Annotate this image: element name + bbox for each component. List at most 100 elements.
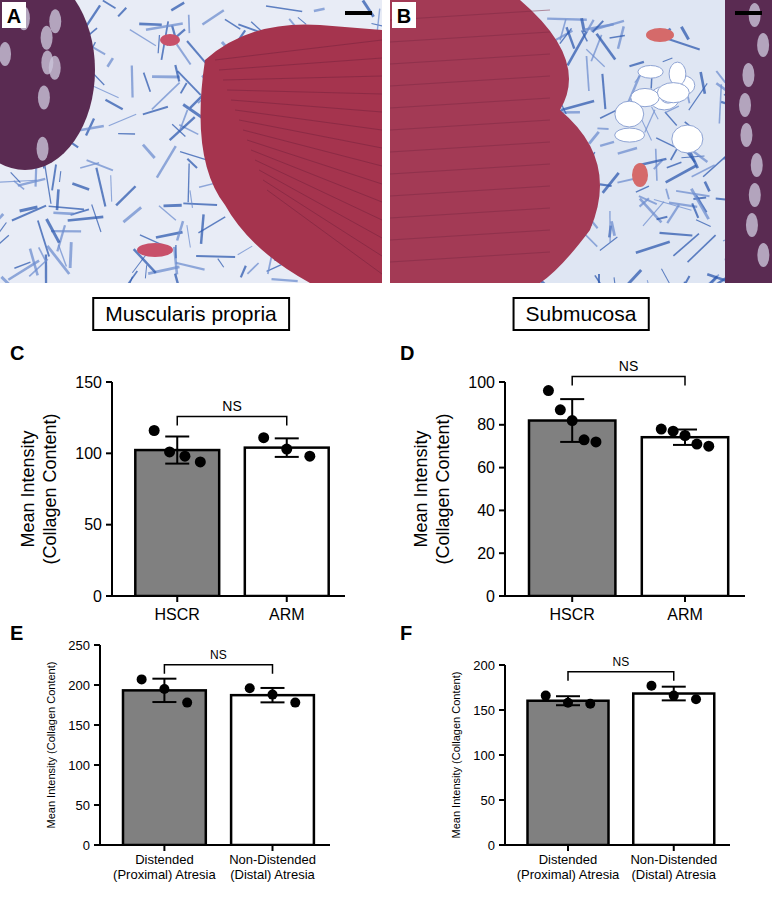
crypt — [740, 123, 752, 147]
collagen-fibre — [53, 213, 73, 214]
collagen-fibre — [131, 66, 134, 98]
muscle-striation — [231, 100, 382, 112]
y-tick — [94, 724, 100, 726]
collagen-fibre — [70, 242, 71, 268]
y-tick-label: 150 — [473, 703, 495, 718]
data-point — [669, 691, 679, 701]
y-axis — [99, 645, 101, 845]
error-cap — [152, 678, 176, 680]
collagen-fibre — [130, 30, 156, 46]
error-bar — [261, 688, 285, 702]
collagen-fibre — [666, 189, 669, 199]
y-tick — [499, 844, 505, 846]
collagen-fibre — [657, 217, 668, 220]
collagen-fibre — [188, 164, 190, 203]
data-point — [281, 444, 292, 455]
panel-letter: E — [10, 622, 23, 644]
collagen-fibre — [597, 127, 608, 130]
muscle-striation — [390, 252, 550, 262]
collagen-fibre — [164, 204, 182, 208]
fat-cell — [672, 125, 703, 153]
x-tick-label: HSCR — [155, 606, 200, 623]
letter-patch — [2, 2, 26, 28]
data-point — [680, 430, 691, 441]
label-line: (Proximal) Atresia — [517, 867, 620, 882]
muscle-striation — [390, 98, 550, 108]
y-tick-label: 250 — [68, 638, 90, 653]
collagen-fibre — [47, 219, 60, 243]
collagen-fibre — [618, 148, 637, 154]
collagen-fibre — [157, 146, 176, 177]
collagen-fibre — [201, 214, 204, 243]
data-point — [585, 699, 595, 709]
collagen-fibre — [171, 3, 184, 11]
collagen-fibre — [11, 172, 21, 182]
vessel — [137, 243, 173, 257]
collagen-fibre — [705, 182, 710, 192]
data-point — [555, 404, 566, 415]
panel-letter: D — [400, 342, 414, 364]
collagen-fibre — [703, 154, 729, 177]
figure: AMuscularis propriaBSubmucosaC050100150H… — [0, 0, 772, 900]
label-line: Distended — [539, 852, 598, 867]
crypt — [38, 85, 50, 109]
y-tick-label: 200 — [68, 678, 90, 693]
collagen-fibre — [175, 274, 185, 283]
x-axis — [112, 595, 345, 597]
collagen-fibre — [611, 221, 614, 235]
data-point — [304, 451, 315, 462]
y-tick-label: 150 — [75, 374, 102, 391]
data-point — [563, 698, 573, 708]
muscle-striation — [243, 130, 382, 166]
y-tick-label: 100 — [75, 445, 102, 462]
y-tick — [499, 424, 505, 426]
x-tick — [286, 596, 288, 602]
fat-cell — [657, 83, 689, 103]
panel-letter: F — [400, 622, 412, 644]
collagen-fibre — [692, 165, 715, 177]
collagen-fibre — [158, 35, 159, 53]
collagen-fibre — [567, 27, 575, 48]
muscle-layer — [390, 0, 600, 283]
collagen-fibre — [586, 49, 604, 66]
vessel — [160, 34, 180, 46]
error-stem — [176, 436, 178, 463]
collagen-fibre — [45, 165, 51, 203]
collagen-fibre — [561, 101, 594, 110]
fat-cell — [669, 62, 686, 86]
collagen-fibre — [694, 151, 708, 162]
panel-letter: B — [397, 5, 411, 27]
collagen-fibre — [701, 72, 705, 94]
collagen-fibre — [672, 276, 689, 283]
collagen-fibre — [47, 246, 69, 274]
muscle-striation — [235, 110, 382, 130]
y-tick — [499, 709, 505, 711]
collagen-fibre — [57, 189, 58, 210]
data-point — [691, 694, 701, 704]
collagen-fibre — [68, 217, 104, 221]
micrograph — [390, 0, 772, 283]
collagen-fibre — [660, 233, 693, 236]
collagen-fibre — [600, 142, 614, 146]
collagen-fibre — [145, 265, 146, 278]
collagen-fibre — [59, 171, 60, 182]
collagen-fibre — [688, 235, 716, 262]
collagen-fibre — [589, 132, 599, 144]
collagen-fibre — [692, 203, 698, 218]
y-axis-title: Mean Intensity(Collagen Content) — [411, 413, 453, 564]
label-line: Non-Distended — [630, 852, 717, 867]
crypt — [41, 50, 53, 74]
collagen-fibre — [143, 107, 168, 115]
y-axis-title: Mean Intensity(Collagen Content) — [18, 413, 60, 564]
collagen-fibre — [247, 263, 258, 274]
collagen-fibre — [51, 230, 81, 233]
x-tick — [163, 845, 165, 851]
data-point — [543, 385, 554, 396]
data-point — [268, 690, 278, 700]
collagen-fibre — [8, 261, 39, 280]
muscle-striation — [390, 186, 550, 196]
data-point — [258, 432, 269, 443]
collagen-fibre — [719, 84, 721, 123]
data-point — [590, 436, 601, 447]
collagen-fibre — [600, 237, 617, 251]
